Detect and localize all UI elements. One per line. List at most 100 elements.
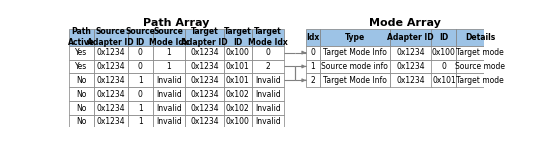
Text: 0: 0 xyxy=(266,48,271,57)
Bar xyxy=(390,59,431,73)
Bar xyxy=(152,101,185,115)
Bar xyxy=(252,87,284,101)
Bar xyxy=(224,101,252,115)
Bar xyxy=(456,59,504,73)
Text: Invalid: Invalid xyxy=(156,104,182,113)
Text: Target Mode Info: Target Mode Info xyxy=(323,48,387,57)
Text: 0x1234: 0x1234 xyxy=(190,76,219,85)
Bar xyxy=(390,73,431,87)
Text: Invalid: Invalid xyxy=(156,117,182,126)
Bar xyxy=(431,73,456,87)
Bar xyxy=(185,46,224,59)
Text: 0: 0 xyxy=(138,90,143,99)
Text: No: No xyxy=(76,104,87,113)
Bar xyxy=(94,87,128,101)
Bar xyxy=(69,59,94,73)
Text: 0x101: 0x101 xyxy=(432,76,456,85)
Bar xyxy=(306,46,320,59)
Bar xyxy=(69,87,94,101)
Bar xyxy=(152,115,185,129)
Text: 1: 1 xyxy=(138,104,143,113)
Text: 0: 0 xyxy=(138,62,143,71)
Bar xyxy=(152,46,185,59)
Text: No: No xyxy=(76,90,87,99)
Bar xyxy=(252,101,284,115)
Bar xyxy=(252,73,284,87)
Text: Idx: Idx xyxy=(306,33,320,42)
Bar xyxy=(224,115,252,129)
Bar xyxy=(224,29,252,46)
Text: ID: ID xyxy=(439,33,449,42)
Text: Target
Mode Idx: Target Mode Idx xyxy=(248,27,288,47)
Bar xyxy=(152,73,185,87)
Bar xyxy=(185,87,224,101)
Bar xyxy=(94,46,128,59)
Text: Path Array: Path Array xyxy=(143,18,210,28)
Text: 0x1234: 0x1234 xyxy=(96,117,125,126)
Bar xyxy=(94,29,128,46)
Text: 0x100: 0x100 xyxy=(226,117,250,126)
Bar xyxy=(128,29,152,46)
Bar xyxy=(152,29,185,46)
Bar xyxy=(456,73,504,87)
Text: 0x1234: 0x1234 xyxy=(96,48,125,57)
Text: Type: Type xyxy=(345,33,365,42)
Text: No: No xyxy=(76,76,87,85)
Text: Invalid: Invalid xyxy=(255,90,281,99)
Bar xyxy=(306,73,320,87)
Text: 0x1234: 0x1234 xyxy=(96,90,125,99)
Text: 0x1234: 0x1234 xyxy=(397,48,425,57)
Bar xyxy=(69,101,94,115)
Text: 0x1234: 0x1234 xyxy=(190,90,219,99)
Text: 0x1234: 0x1234 xyxy=(190,117,219,126)
Text: 0x101: 0x101 xyxy=(226,76,250,85)
Text: 0x101: 0x101 xyxy=(226,62,250,71)
Bar xyxy=(390,46,431,59)
Bar xyxy=(94,59,128,73)
Text: 1: 1 xyxy=(166,48,171,57)
Text: Source
ID: Source ID xyxy=(125,27,155,47)
Bar xyxy=(320,46,390,59)
Text: Invalid: Invalid xyxy=(255,104,281,113)
Bar xyxy=(185,59,224,73)
Bar xyxy=(252,59,284,73)
Bar xyxy=(224,59,252,73)
Bar xyxy=(128,73,152,87)
Text: 0x1234: 0x1234 xyxy=(96,62,125,71)
Text: 1: 1 xyxy=(310,62,315,71)
Bar xyxy=(69,73,94,87)
Text: 0x100: 0x100 xyxy=(226,48,250,57)
Text: 1: 1 xyxy=(138,117,143,126)
Text: 0x102: 0x102 xyxy=(226,90,250,99)
Text: Path
Active: Path Active xyxy=(68,27,95,47)
Bar xyxy=(320,29,390,46)
Text: 0x1234: 0x1234 xyxy=(96,104,125,113)
Bar xyxy=(252,115,284,129)
Text: Invalid: Invalid xyxy=(156,76,182,85)
Bar xyxy=(185,115,224,129)
Text: Source mode info: Source mode info xyxy=(321,62,388,71)
Text: 0x1234: 0x1234 xyxy=(397,62,425,71)
Text: Invalid: Invalid xyxy=(156,90,182,99)
Bar xyxy=(306,59,320,73)
Bar xyxy=(224,87,252,101)
Text: 2: 2 xyxy=(266,62,271,71)
Text: 0: 0 xyxy=(310,48,315,57)
Bar xyxy=(431,59,456,73)
Text: Invalid: Invalid xyxy=(255,76,281,85)
Text: Target mode: Target mode xyxy=(456,48,504,57)
Bar xyxy=(128,59,152,73)
Bar xyxy=(94,73,128,87)
Bar xyxy=(431,29,456,46)
Text: 2: 2 xyxy=(310,76,315,85)
Bar xyxy=(252,29,284,46)
Bar xyxy=(306,29,320,46)
Text: Adapter ID: Adapter ID xyxy=(387,33,434,42)
Text: Yes: Yes xyxy=(75,62,87,71)
Text: Source
Mode Idx: Source Mode Idx xyxy=(149,27,189,47)
Bar xyxy=(152,87,185,101)
Text: 0x1234: 0x1234 xyxy=(190,48,219,57)
Bar xyxy=(94,115,128,129)
Text: 0x102: 0x102 xyxy=(226,104,250,113)
Text: Target
ID: Target ID xyxy=(224,27,252,47)
